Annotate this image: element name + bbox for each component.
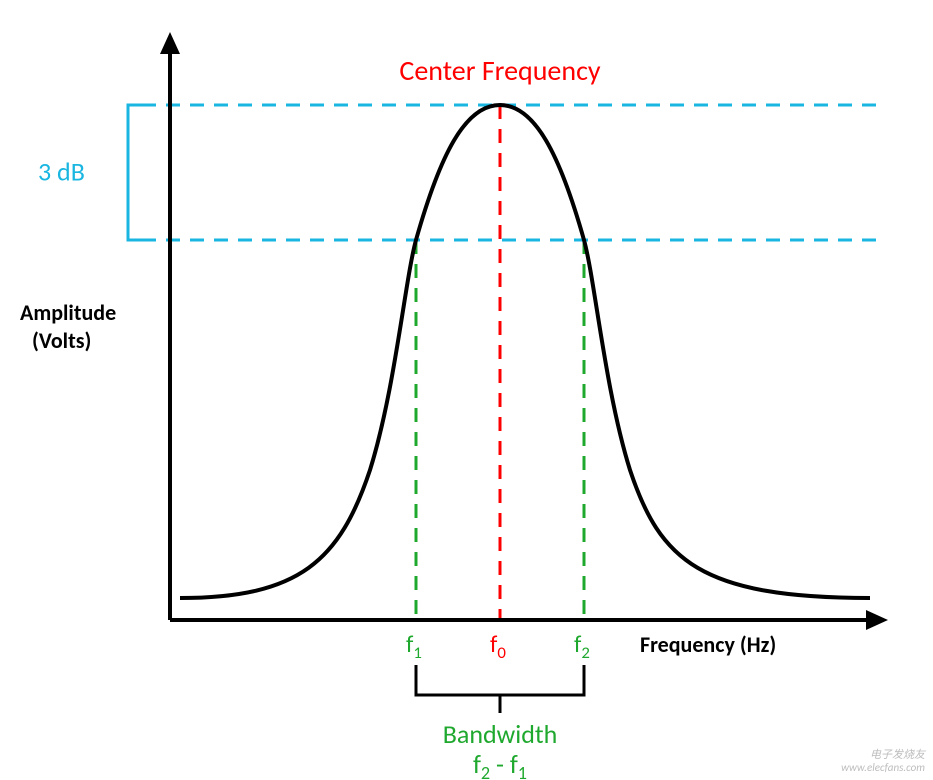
y-axis-label-2: (Volts) — [32, 327, 91, 354]
x-axis-label: Frequency (Hz) — [640, 631, 776, 658]
watermark: 电子发烧友 www.elecfans.com — [841, 748, 925, 774]
watermark-line2: www.elecfans.com — [841, 761, 925, 774]
bandwidth-label: Bandwidth — [443, 718, 558, 750]
center-freq-label: Center Frequency — [399, 53, 601, 88]
db-label: 3 dB — [38, 156, 85, 188]
watermark-line1: 电子发烧友 — [841, 748, 925, 761]
bandpass-diagram: 3 dB Center Frequency Amplitude(Volts) Freq… — [0, 0, 933, 780]
y-axis-label-1: Amplitude — [20, 299, 116, 326]
